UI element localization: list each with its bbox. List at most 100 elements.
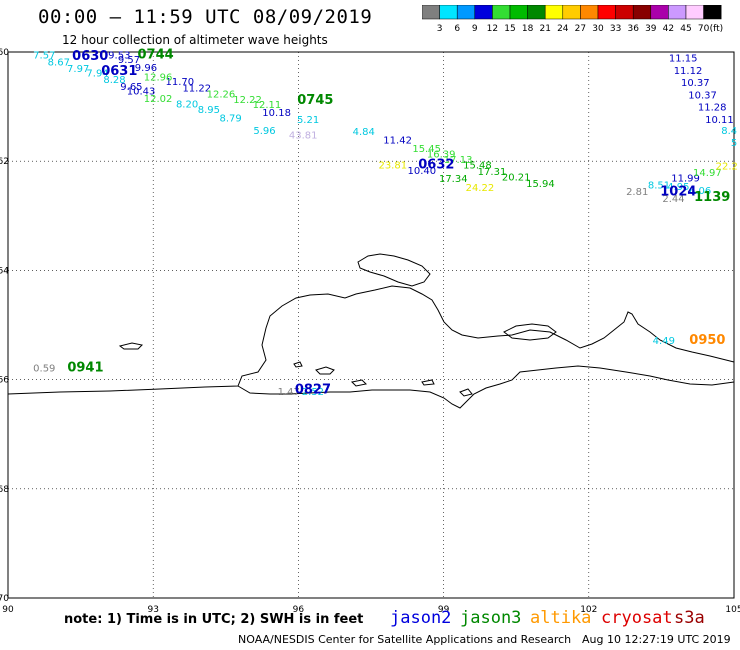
wave-height-value: 9.65 xyxy=(120,82,142,93)
wave-height-value: 23.81 xyxy=(378,160,407,171)
wave-height-value: 11.70 xyxy=(165,77,194,88)
lat-tick-label: -68 xyxy=(0,485,9,495)
legend-label: 21 xyxy=(539,24,550,34)
observation-layer: 7.578.677.977.948.289.539.579.969.6510.4… xyxy=(33,51,738,398)
wave-height-value: 10.37 xyxy=(688,90,717,101)
credit-line: NOAA/NESDIS Center for Satellite Applica… xyxy=(238,633,572,646)
lon-tick-label: 105 xyxy=(725,605,740,615)
wave-height-value: 0.59 xyxy=(33,363,55,374)
wave-height-value: 10.18 xyxy=(262,108,291,119)
legend-label: 36 xyxy=(627,24,639,34)
pass-time-label: 0631 xyxy=(101,64,137,79)
wave-height-value: 22.2 xyxy=(716,161,738,172)
wave-height-value: 8.28 xyxy=(103,75,125,86)
legend-label: 70 xyxy=(698,24,710,34)
pass-time-label: 0941 xyxy=(67,360,103,375)
legend-label: 42 xyxy=(663,24,674,34)
lat-tick-label: -62 xyxy=(0,157,9,167)
wave-height-value: 11.28 xyxy=(698,102,727,113)
legend-label: 9 xyxy=(472,24,478,34)
wave-height-value: 8.67 xyxy=(48,58,70,69)
satellite-cryosat-label: cryosat xyxy=(601,608,673,628)
wave-height-value: 2.81 xyxy=(626,187,648,198)
footnote: note: 1) Time is in UTC; 2) SWH is in fe… xyxy=(64,612,364,627)
wave-height-value: 4.84 xyxy=(353,127,375,138)
pass-time-label: 0950 xyxy=(689,333,725,348)
wave-height-value: 17.13 xyxy=(444,155,473,166)
coastline xyxy=(7,253,735,409)
wave-height-value: 2.52 xyxy=(302,387,324,398)
generation-timestamp: Aug 10 12:27:19 UTC 2019 xyxy=(582,633,731,646)
wave-height-value: 7.97 xyxy=(67,64,89,75)
wave-height-value: 43.81 xyxy=(289,130,318,141)
satellite-altika-label: altika xyxy=(530,608,592,628)
lon-tick-label: 102 xyxy=(580,605,597,615)
wave-height-value: 14.97 xyxy=(693,168,722,179)
legend-label: 33 xyxy=(610,24,621,34)
legend-label: 39 xyxy=(645,24,657,34)
graticule xyxy=(8,52,734,598)
wave-height-value: 11.12 xyxy=(674,66,703,77)
satellite-jason2-label: jason2 xyxy=(390,608,452,628)
wave-height-value: 17.34 xyxy=(439,174,468,185)
legend-label: 27 xyxy=(575,24,586,34)
wave-height-value: 15.48 xyxy=(463,160,492,171)
lon-tick-label: 93 xyxy=(147,605,158,615)
wave-height-value: 12.96 xyxy=(144,72,173,83)
legend-unit: (ft) xyxy=(710,24,724,34)
wave-height-value: 11.22 xyxy=(182,83,211,94)
wave-height-value: 9.57 xyxy=(118,55,140,66)
map-frame xyxy=(7,51,735,599)
lon-tick-label: 90 xyxy=(2,605,14,615)
wave-height-value: 8.4 xyxy=(721,126,737,137)
lat-tick-label: -64 xyxy=(0,266,9,276)
wave-height-legend: 3 6 9 12 15 18 21 24 27 30 33 36 39 42 45 70 (ft) xyxy=(422,5,724,34)
wave-height-value: 11.42 xyxy=(383,136,412,147)
wave-height-value: 15.94 xyxy=(526,179,555,190)
wave-height-value: 20.21 xyxy=(502,172,531,183)
pass-time-label: 0744 xyxy=(138,48,174,63)
lon-tick-label: 96 xyxy=(293,605,305,615)
wave-height-value: 4.49 xyxy=(653,336,675,347)
lat-tick-label: -70 xyxy=(0,594,9,604)
wave-height-value: 12.26 xyxy=(207,89,236,100)
legend-label: 45 xyxy=(680,24,691,34)
wave-height-value: 2.44 xyxy=(662,194,684,205)
lat-tick-label: -66 xyxy=(0,376,9,386)
legend-label: 18 xyxy=(522,24,534,34)
wave-height-value: 8.79 xyxy=(220,113,242,124)
wave-height-value: 11.99 xyxy=(671,173,700,184)
map-title: 00:00 – 11:59 UTC 08/09/2019 xyxy=(38,6,373,28)
wave-height-value: 5.21 xyxy=(297,115,319,126)
wave-height-value: 5 xyxy=(731,138,737,149)
wave-height-value: 4.95 xyxy=(667,182,689,193)
legend-label: 3 xyxy=(437,24,443,34)
wave-height-value: 8.51 xyxy=(648,181,670,192)
pass-time-label: 0632 xyxy=(418,157,454,172)
wave-height-value: 1.47 xyxy=(278,387,300,398)
pass-time-label: 0630 xyxy=(72,49,108,64)
wave-height-value: 12.02 xyxy=(144,94,173,105)
wave-height-value: 24.22 xyxy=(466,183,495,194)
wave-height-value: 10.37 xyxy=(681,78,710,89)
wave-height-value: 17.31 xyxy=(478,167,507,178)
wave-height-value: 10.43 xyxy=(127,87,156,98)
legend-swatch xyxy=(703,5,722,20)
lon-tick-label: 99 xyxy=(438,605,450,615)
wave-height-value: 9.53 xyxy=(108,51,130,62)
wave-height-value: 9.96 xyxy=(135,63,157,74)
wave-height-value: 15.45 xyxy=(412,144,441,155)
satellite-s3a-label: s3a xyxy=(674,608,705,628)
wave-height-value: 12.11 xyxy=(253,100,282,111)
wave-height-value: 16.39 xyxy=(427,149,456,160)
wave-height-value: 7.94 xyxy=(86,69,108,80)
pass-time-label: 1024 xyxy=(660,185,696,200)
legend-label: 24 xyxy=(557,24,569,34)
pass-time-label: 1139 xyxy=(694,190,730,205)
lat-tick-label: -60 xyxy=(0,48,9,58)
wave-height-value: 6.06 xyxy=(689,186,711,197)
pass-time-label: 0745 xyxy=(297,93,333,108)
legend-label: 15 xyxy=(504,24,515,34)
